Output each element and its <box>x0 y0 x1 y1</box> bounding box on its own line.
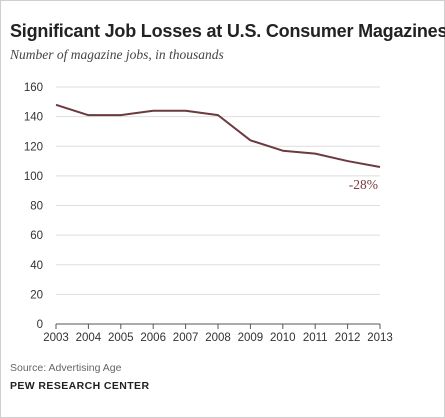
chart-title: Significant Job Losses at U.S. Consumer … <box>10 21 445 41</box>
x-tick-label: 2008 <box>205 332 231 344</box>
y-tick-label: 60 <box>30 230 43 242</box>
y-tick-label: 140 <box>24 112 43 124</box>
x-tick-label: 2012 <box>335 332 361 344</box>
source-note: Source: Advertising Age <box>10 362 122 374</box>
y-tick-label: 40 <box>30 260 43 272</box>
y-tick-label: 20 <box>30 289 43 301</box>
y-tick-label: 100 <box>24 171 43 183</box>
y-axis-ticks: 0 20 40 60 80 100 120 140 160 <box>24 82 43 331</box>
y-tick-label: 80 <box>30 201 43 213</box>
x-tick-label: 2007 <box>173 332 199 344</box>
x-tick-label: 2013 <box>367 332 393 344</box>
organization-credit: PEW RESEARCH CENTER <box>10 380 150 392</box>
change-annotation: -28% <box>349 177 378 192</box>
y-tick-label: 120 <box>24 141 43 153</box>
y-tick-label: 0 <box>37 319 43 331</box>
series-line <box>55 103 381 168</box>
y-tick-label: 160 <box>24 82 43 94</box>
gridlines <box>56 86 380 295</box>
x-axis: 2003 2004 2005 2006 2007 2008 2009 2010 2011 2012… <box>43 323 393 344</box>
x-tick-label: 2003 <box>43 332 69 344</box>
x-tick-label: 2004 <box>76 332 102 344</box>
x-tick-label: 2005 <box>108 332 134 344</box>
x-tick-label: 2011 <box>303 332 328 344</box>
chart-subtitle: Number of magazine jobs, in thousands <box>10 47 224 62</box>
annotations: -28% <box>349 177 378 192</box>
series-lines <box>55 103 381 168</box>
x-tick-label: 2006 <box>140 332 166 344</box>
x-tick-label: 2009 <box>238 332 264 344</box>
x-tick-label: 2010 <box>270 332 296 344</box>
